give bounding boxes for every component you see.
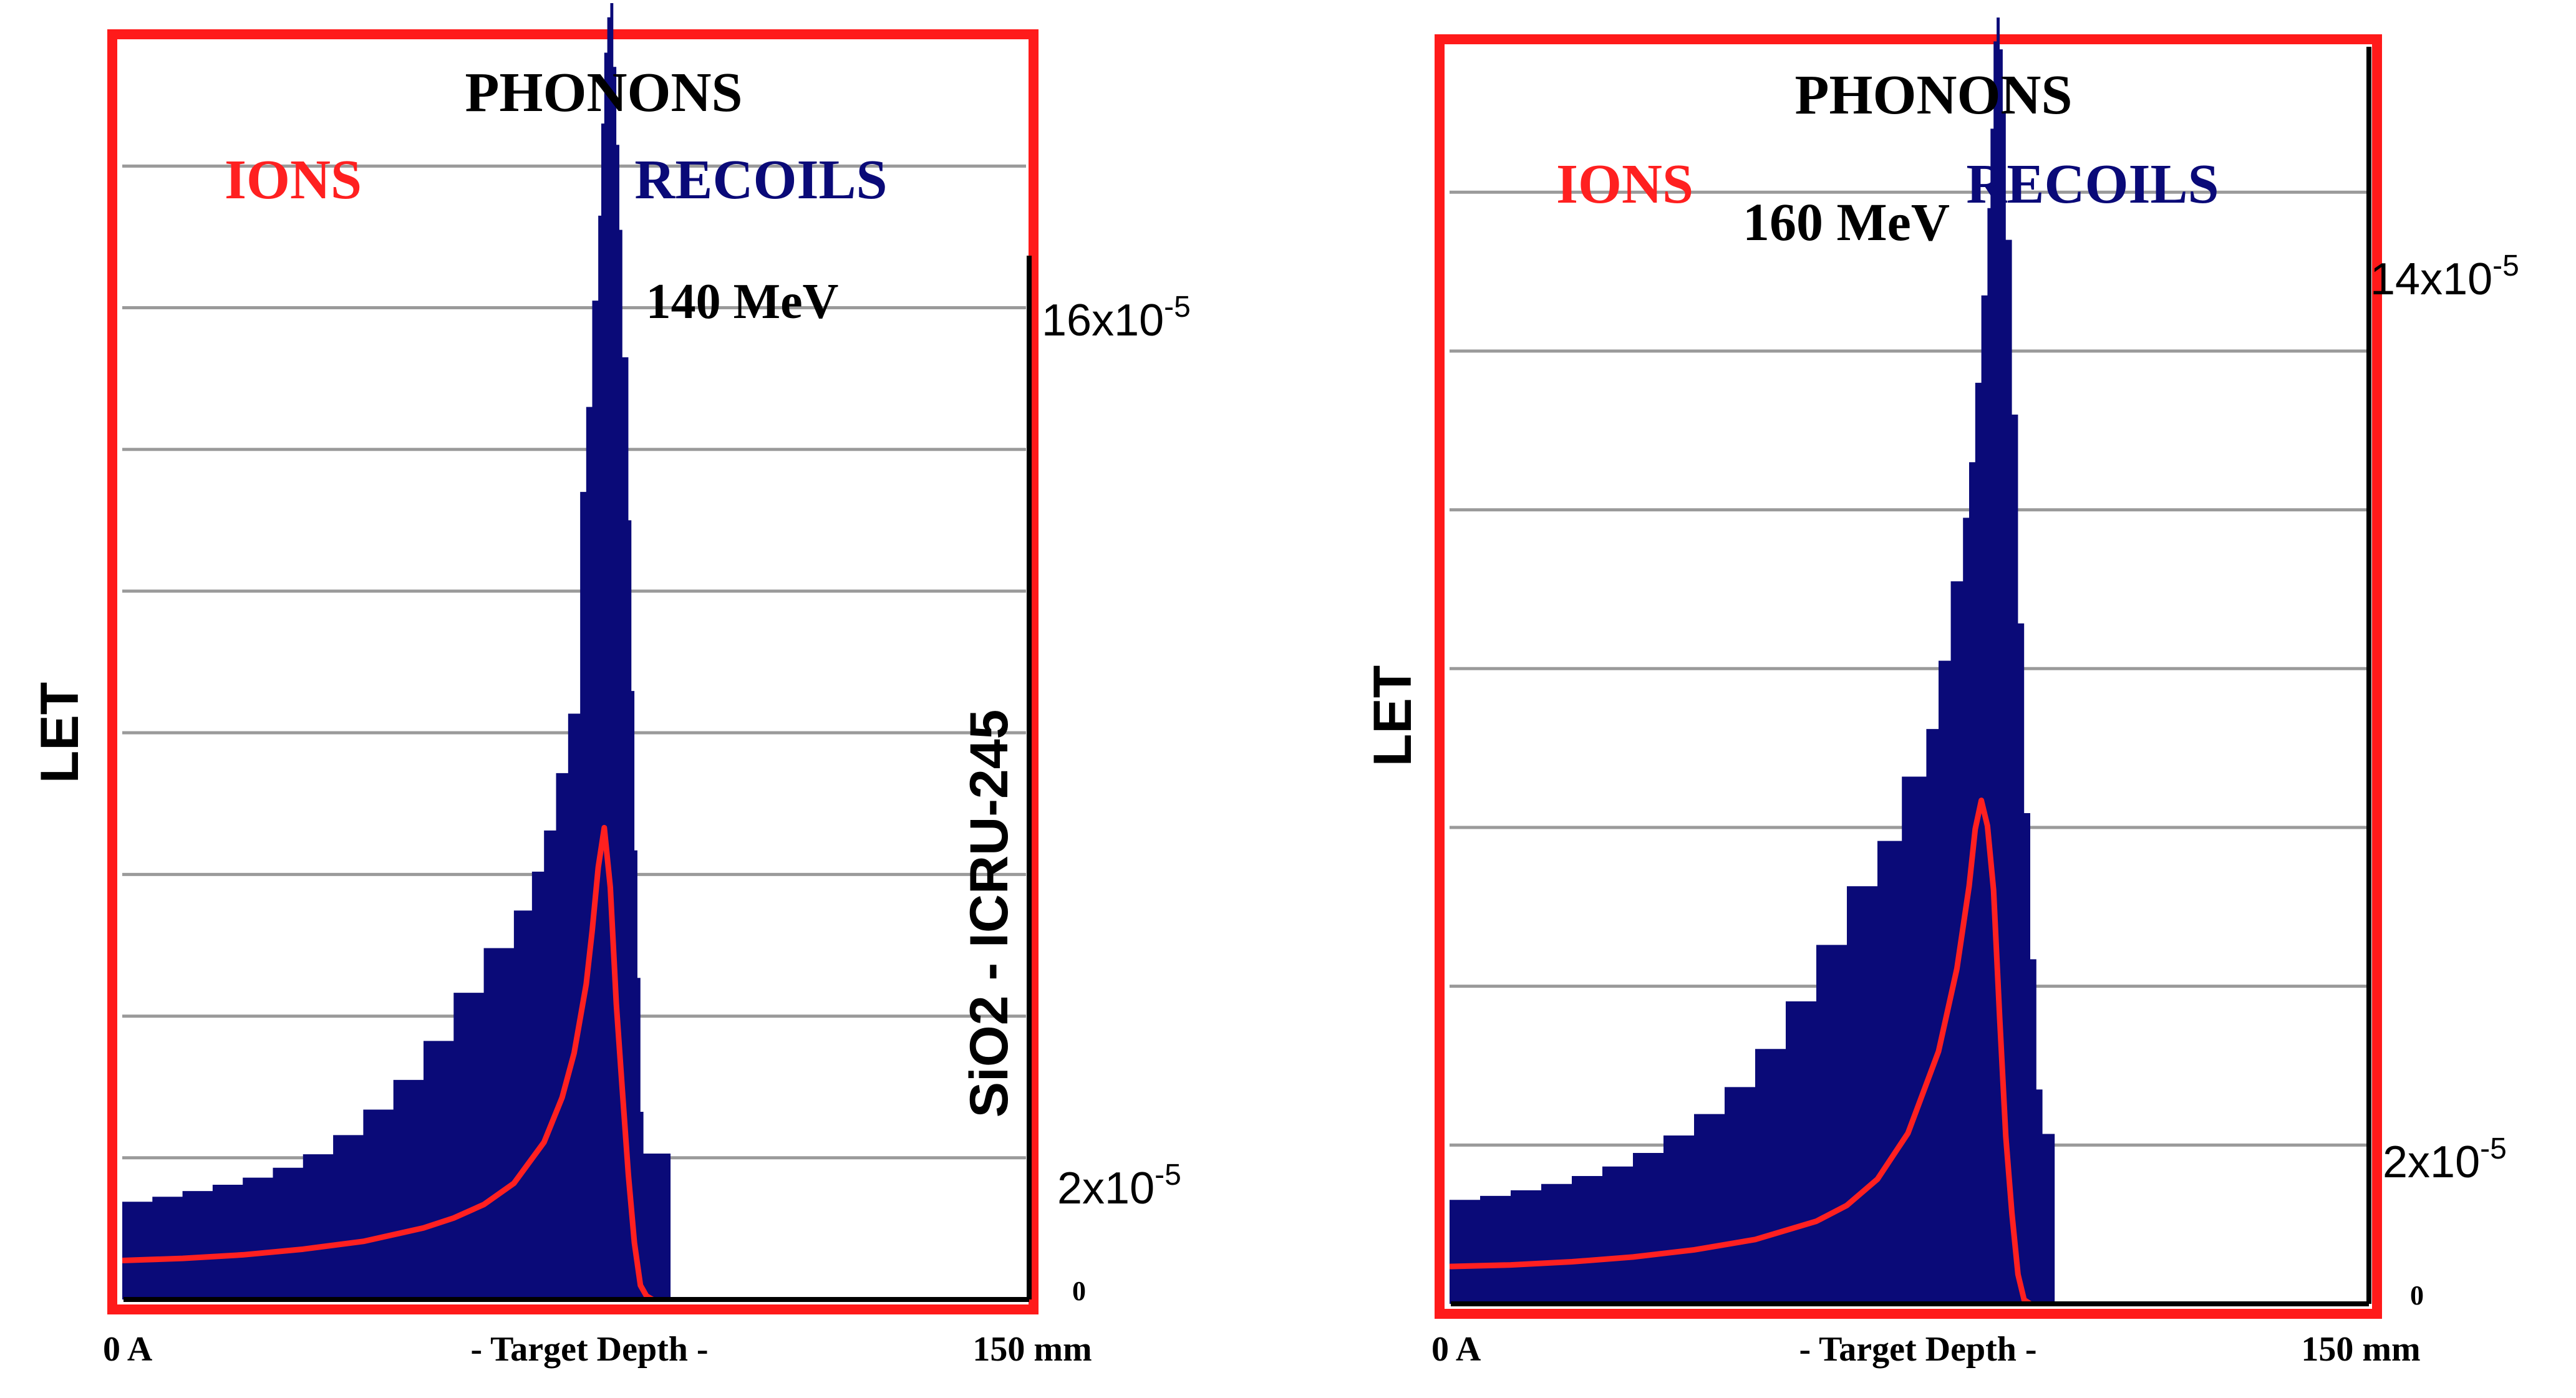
x-tick-start: 0 A: [103, 1330, 153, 1369]
y-tick-top: 16x10-5: [1042, 291, 1191, 345]
x-tick-start: 0 A: [1431, 1330, 1481, 1369]
chart-title: PHONONS: [465, 62, 742, 123]
chart-title: PHONONS: [1794, 64, 2072, 126]
series-recoils-area: [1450, 17, 2055, 1304]
series-recoils-area: [122, 3, 671, 1299]
legend-ions: IONS: [1556, 153, 1693, 215]
series-ions-line: [122, 824, 654, 1302]
y-tick-low: 2x10-5: [2383, 1132, 2507, 1187]
series-ions-line: [1449, 798, 2032, 1306]
legend-recoils: RECOILS: [1966, 153, 2219, 215]
y-tick-top: 14x10-5: [2370, 249, 2519, 304]
legend-recoils: RECOILS: [634, 149, 887, 211]
material-label: SiO2 - ICRU-245: [959, 710, 1019, 1118]
x-axis-title: - Target Depth -: [1799, 1330, 2036, 1369]
chart-panel-140mev: PHONONS IONS RECOILS 140 MeV LET SiO2 - …: [30, 3, 1191, 1369]
x-tick-end: 150 mm: [2301, 1330, 2420, 1369]
chart-panel-160mev: PHONONS IONS RECOILS 160 MeV LET 14x10-5…: [1363, 17, 2519, 1369]
x-axis-title: - Target Depth -: [470, 1330, 708, 1369]
legend-ions: IONS: [225, 149, 362, 211]
y-axis-title: LET: [1363, 665, 1423, 766]
y-tick-low: 2x10-5: [1057, 1159, 1181, 1213]
y-axis-title: LET: [30, 682, 90, 783]
series-layer: [1449, 17, 2055, 1306]
series-layer: [122, 3, 671, 1302]
x-tick-end: 150 mm: [972, 1330, 1092, 1369]
energy-label: 140 MeV: [646, 274, 839, 329]
y-tick-zero: 0: [2410, 1280, 2424, 1311]
y-tick-zero: 0: [1072, 1276, 1086, 1306]
gridlines: [122, 164, 1026, 1160]
energy-label: 160 MeV: [1743, 192, 1950, 252]
